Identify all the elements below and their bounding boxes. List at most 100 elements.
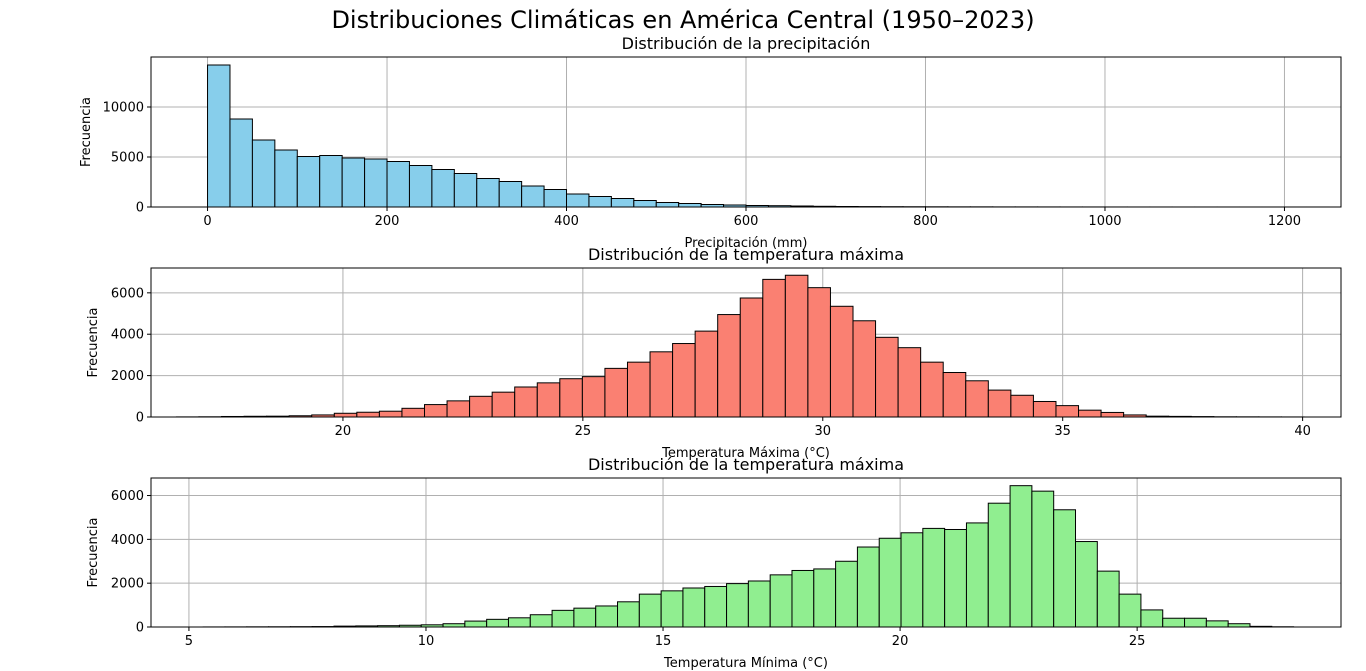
histogram-bar: [762, 278, 786, 418]
histogram-bar: [1100, 411, 1125, 418]
subplot-title: Distribución de la temperatura máxima: [588, 245, 904, 264]
histogram-panel-3: 5 10 15 20 25 0 2000 4000 6000 Distribución de la…: [86, 455, 1342, 671]
y-tick-label: 0: [136, 621, 144, 636]
x-tick-label: 800: [913, 214, 938, 229]
histogram-bar: [922, 527, 946, 628]
histogram-bar: [1078, 409, 1102, 418]
histogram-bar: [604, 367, 628, 418]
histogram-bar: [424, 404, 448, 418]
histogram-bar: [476, 178, 500, 208]
x-tick-label: 1200: [1268, 214, 1301, 229]
histogram-bar: [469, 395, 493, 418]
histogram-bar: [207, 64, 231, 208]
histogram-bar: [655, 202, 680, 208]
histogram-bar: [378, 410, 403, 418]
y-axis-label: Frecuencia: [86, 308, 101, 378]
histogram-bar: [897, 347, 922, 418]
histogram-bar: [498, 181, 523, 208]
histogram-bar: [747, 580, 771, 628]
y-tick-label: 4000: [111, 328, 144, 343]
x-tick-label: 15: [655, 634, 672, 649]
histogram-bar: [944, 528, 967, 628]
y-tick-label: 0: [136, 411, 144, 426]
histogram-panel-1: 0 200 400 600 800 1000 1200 0 5000 10000 Distribuc…: [79, 34, 1342, 251]
histogram-bar: [726, 583, 749, 628]
histogram-bar: [364, 158, 388, 208]
histogram-bar: [784, 274, 809, 418]
x-tick-label: 200: [375, 214, 400, 229]
histogram-bar: [875, 336, 899, 418]
histogram-bar: [791, 569, 815, 628]
histogram-bar: [551, 609, 575, 628]
x-tick-label: 0: [203, 214, 211, 229]
y-tick-label: 6000: [111, 286, 144, 301]
histogram-bar: [566, 193, 590, 208]
histogram-bar: [401, 407, 426, 418]
histogram-bar: [878, 537, 902, 628]
histogram-bar: [536, 382, 561, 418]
histogram-bar: [341, 157, 366, 208]
histogram-bar: [464, 620, 488, 628]
histogram-bar: [626, 361, 651, 418]
histogram-bar: [900, 532, 924, 628]
histogram-bar: [1184, 617, 1207, 628]
histogram-bar: [1010, 394, 1034, 418]
histogram-bar: [491, 391, 516, 418]
histogram-bar: [1075, 541, 1098, 628]
histogram-bar: [507, 617, 531, 628]
y-tick-label: 4000: [111, 533, 144, 548]
x-tick-label: 25: [575, 424, 592, 439]
histogram-bar: [704, 585, 728, 628]
histogram-bar: [1140, 609, 1164, 628]
histogram-bar: [769, 574, 793, 628]
y-tick-label: 2000: [111, 577, 144, 592]
histogram-bar: [987, 389, 1012, 418]
histogram-bar: [678, 203, 702, 208]
histogram-bar: [807, 287, 831, 418]
x-tick-label: 600: [734, 214, 759, 229]
histogram-bar: [682, 587, 706, 628]
histogram-bar: [595, 605, 619, 628]
x-tick-label: 1000: [1088, 214, 1121, 229]
histogram-bar: [829, 305, 854, 418]
histogram-bar: [835, 560, 858, 628]
figure-suptitle: Distribuciones Climáticas en América Cen…: [331, 6, 1035, 34]
histogram-bar: [573, 607, 597, 628]
histogram-bar: [333, 412, 358, 418]
y-tick-label: 0: [136, 201, 144, 216]
histogram-bar: [543, 189, 568, 208]
x-axis-label: Precipitación (mm): [685, 236, 808, 251]
histogram-bar: [672, 343, 696, 418]
subplot-title: Distribución de la precipitación: [622, 34, 871, 53]
histogram-bar: [852, 320, 877, 418]
histogram-bar: [633, 200, 657, 208]
histogram-bar: [446, 400, 471, 418]
histogram-bar: [1162, 617, 1186, 628]
x-tick-label: 40: [1294, 424, 1311, 439]
x-axis-label: Temperatura Mínima (°C): [663, 656, 828, 671]
histogram-bar: [965, 522, 989, 628]
y-axis-label: Frecuencia: [86, 518, 101, 588]
histogram-bar: [453, 173, 478, 208]
histogram-bar: [694, 330, 719, 418]
x-tick-label: 20: [335, 424, 352, 439]
histogram-bar: [649, 351, 674, 418]
histogram-bar: [942, 372, 967, 418]
y-tick-label: 10000: [103, 101, 144, 116]
histogram-bar: [856, 546, 880, 628]
histogram-bar: [408, 165, 433, 208]
x-tick-label: 400: [554, 214, 579, 229]
x-tick-label: 20: [892, 634, 909, 649]
histogram-bar: [660, 590, 684, 628]
subplot-title: Distribución de la temperatura máxima: [588, 455, 904, 474]
histogram-bar: [717, 314, 741, 418]
histogram-bar: [1205, 620, 1229, 628]
histogram-bar: [1055, 405, 1080, 418]
histogram-bar: [617, 601, 640, 628]
histogram-bar: [274, 149, 298, 208]
x-tick-label: 30: [815, 424, 832, 439]
y-tick-label: 6000: [111, 489, 144, 504]
histogram-bar: [638, 593, 662, 628]
x-tick-label: 5: [185, 634, 193, 649]
x-tick-label: 25: [1129, 634, 1146, 649]
